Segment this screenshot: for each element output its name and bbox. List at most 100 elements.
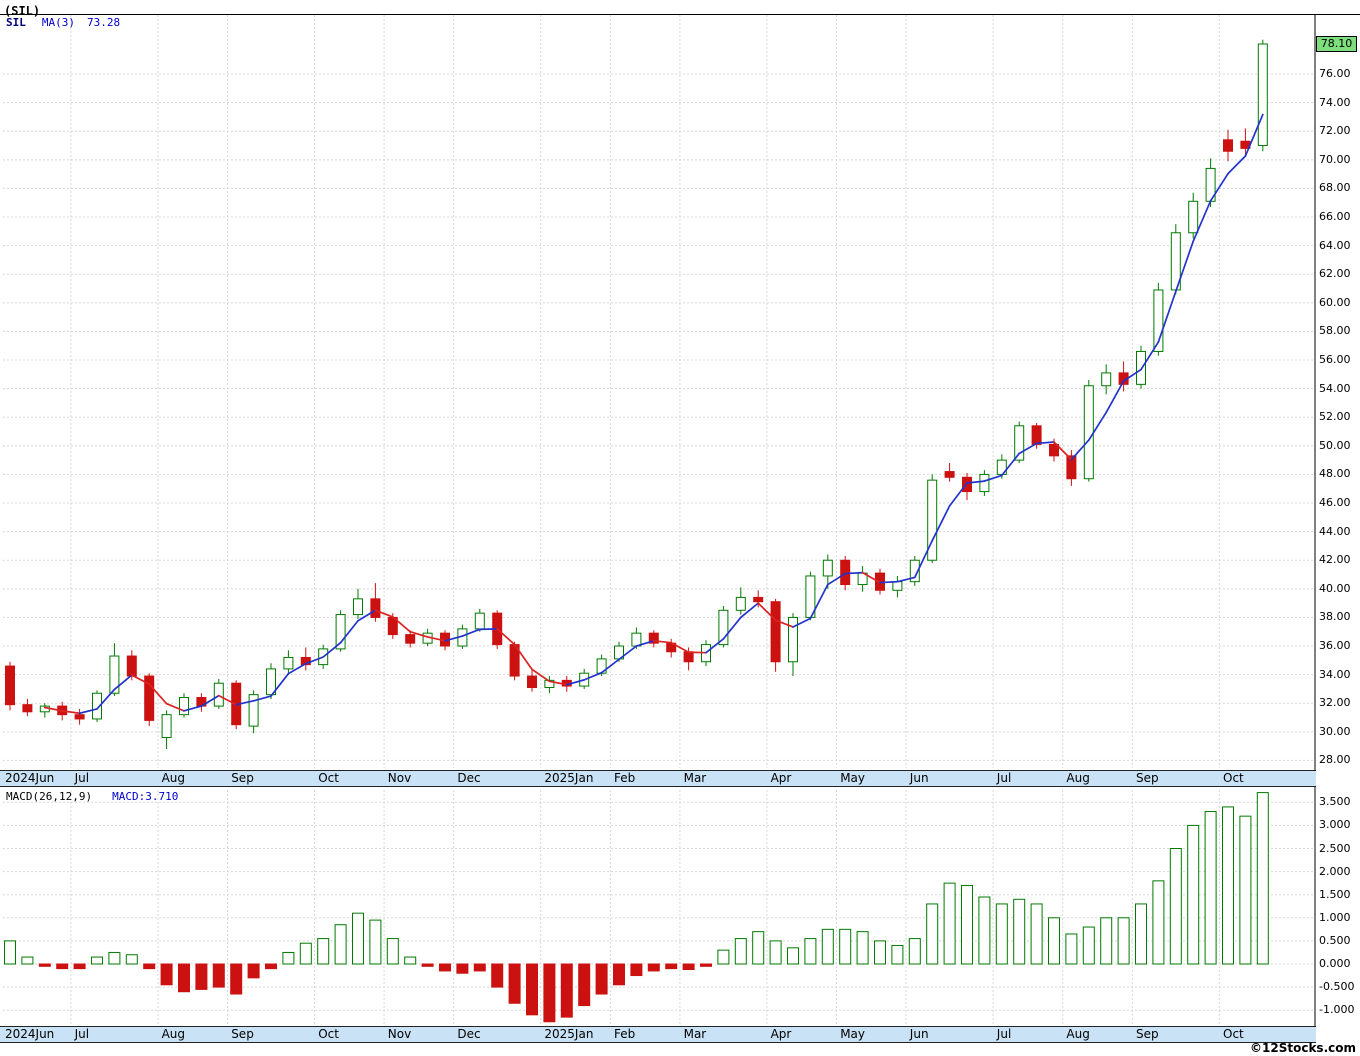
macd-bar-positive bbox=[891, 945, 904, 965]
candle-down bbox=[527, 675, 537, 688]
candle-down bbox=[370, 598, 381, 618]
price-tick-label: 58.00 bbox=[1319, 324, 1351, 338]
legend-ma-value: 73.28 bbox=[87, 16, 121, 29]
macd-bar-positive bbox=[856, 931, 869, 965]
candle-up bbox=[179, 697, 189, 716]
candle-down bbox=[126, 655, 137, 677]
month-label: Sep bbox=[1136, 1027, 1159, 1041]
macd-bar-negative bbox=[195, 963, 208, 990]
candle-down bbox=[840, 559, 851, 586]
month-label: Aug bbox=[161, 771, 186, 785]
ma3-line-segment bbox=[409, 630, 429, 638]
ma3-line-segment bbox=[1105, 380, 1125, 414]
candle-down bbox=[144, 675, 155, 721]
price-legend: SIL MA(3) 73.28 bbox=[6, 17, 120, 28]
ma3-line-segment bbox=[357, 609, 377, 622]
ma3-line-segment bbox=[1018, 442, 1038, 455]
price-tick-label: 54.00 bbox=[1319, 381, 1351, 395]
month-label: Oct bbox=[1223, 1027, 1244, 1041]
month-label: Jul bbox=[996, 1027, 1012, 1041]
macd-bar-positive bbox=[1082, 926, 1095, 965]
month-label: May bbox=[840, 771, 865, 785]
watermark: ©12Stocks.com bbox=[1250, 1041, 1356, 1055]
price-tick-label: 56.00 bbox=[1319, 353, 1351, 367]
ma3-line-segment bbox=[565, 679, 586, 686]
month-label: Sep bbox=[231, 771, 254, 785]
price-tick-label: 42.00 bbox=[1319, 553, 1351, 567]
month-label: Jun bbox=[909, 771, 929, 785]
month-label: 2024Jun bbox=[5, 771, 55, 785]
macd-bar-negative bbox=[73, 963, 86, 970]
ma3-line-segment bbox=[879, 580, 899, 584]
macd-bar-positive bbox=[317, 938, 330, 965]
macd-bar-positive bbox=[125, 954, 138, 965]
candle-up bbox=[1014, 425, 1025, 461]
price-tick-label: 28.00 bbox=[1319, 753, 1351, 767]
macd-bar-positive bbox=[717, 949, 730, 965]
macd-bar-positive bbox=[352, 912, 364, 965]
macd-bar-positive bbox=[91, 956, 103, 965]
ma3-line-segment bbox=[496, 628, 516, 646]
price-tick-label: 70.00 bbox=[1319, 152, 1351, 166]
ma3-line-segment bbox=[252, 695, 272, 702]
macd-bar-negative bbox=[595, 963, 608, 995]
macd-value: MACD:3.710 bbox=[112, 790, 179, 803]
month-label: Nov bbox=[387, 1027, 412, 1041]
macd-tick-label: 0.000 bbox=[1319, 957, 1351, 970]
legend-symbol: SIL bbox=[6, 16, 26, 29]
macd-bar-positive bbox=[404, 956, 417, 965]
macd-bar-positive bbox=[1204, 811, 1217, 965]
ma3-line-segment bbox=[1122, 368, 1142, 382]
macd-bar-positive bbox=[282, 951, 295, 965]
macd-bar-negative bbox=[456, 963, 469, 974]
price-tick-label: 40.00 bbox=[1319, 581, 1351, 595]
ma3-line-segment bbox=[1035, 441, 1055, 445]
macd-tick-label: 1.000 bbox=[1319, 910, 1351, 924]
price-tick-label: 60.00 bbox=[1319, 295, 1351, 309]
ma3-line-segment bbox=[1053, 441, 1073, 461]
candle-up bbox=[161, 714, 172, 739]
candle-down bbox=[770, 601, 781, 663]
ma3-line-segment bbox=[444, 635, 464, 642]
candle-down bbox=[683, 651, 694, 663]
macd-label: MACD(26,12,9) bbox=[6, 790, 93, 803]
candle-down bbox=[753, 596, 764, 603]
candle-up bbox=[213, 682, 224, 707]
ma3-line-segment bbox=[130, 674, 151, 686]
candle-up bbox=[92, 692, 102, 720]
candle-up bbox=[1136, 350, 1146, 385]
macd-tick-label: 3.500 bbox=[1319, 795, 1351, 809]
candle-up bbox=[822, 559, 833, 577]
candle-up bbox=[1257, 43, 1268, 147]
candle-down bbox=[944, 471, 955, 478]
month-label: Sep bbox=[231, 1027, 254, 1041]
month-label: Sep bbox=[1136, 771, 1159, 785]
title-bar: (SIL) bbox=[0, 0, 1360, 18]
month-label: 2025Jan bbox=[544, 771, 594, 785]
macd-bar-positive bbox=[995, 903, 1008, 965]
ma3-line-segment bbox=[948, 482, 968, 507]
macd-axis-labels: 3.500 3.000 2.500 2.000 1.500 1.000 0.500 0.000… bbox=[1319, 0, 1360, 1056]
macd-bar-negative bbox=[473, 963, 486, 972]
candle-up bbox=[927, 479, 938, 561]
ma3-line-segment bbox=[826, 572, 847, 586]
macd-bar-negative bbox=[143, 963, 156, 970]
candle-down bbox=[405, 634, 416, 644]
page-title: (SIL) bbox=[4, 4, 41, 18]
candle-up bbox=[979, 473, 990, 493]
month-label: Oct bbox=[318, 1027, 339, 1041]
macd-bar-positive bbox=[4, 940, 16, 965]
price-tick-label: 72.00 bbox=[1319, 124, 1351, 138]
month-label: Aug bbox=[1066, 771, 1090, 785]
price-tick-label: 50.00 bbox=[1319, 438, 1351, 452]
ma3-line-segment bbox=[757, 602, 777, 622]
candle-up bbox=[735, 596, 746, 611]
candle-up bbox=[353, 598, 363, 616]
ma3-line-segment bbox=[304, 656, 325, 665]
macd-tick-label: 1.500 bbox=[1319, 887, 1351, 901]
macd-bar-positive bbox=[21, 956, 34, 965]
ma3-line-segment bbox=[531, 668, 551, 683]
price-tick-label: 32.00 bbox=[1319, 696, 1351, 710]
price-tick-label: 30.00 bbox=[1319, 724, 1351, 738]
ma3-line-segment bbox=[618, 645, 638, 661]
